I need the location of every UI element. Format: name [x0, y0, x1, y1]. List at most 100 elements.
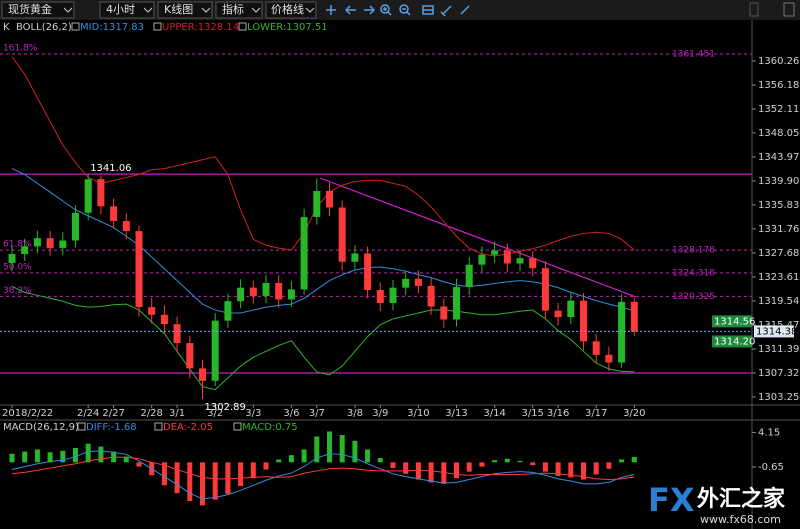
- macd-bar: [263, 462, 269, 470]
- candle-body: [389, 287, 397, 303]
- boll-line: [11, 286, 635, 391]
- trend-line: [319, 177, 637, 298]
- macd-bar: [606, 462, 612, 469]
- indicator-select[interactable]: [215, 1, 263, 19]
- y-tick-label: 1339.90: [758, 176, 799, 187]
- y-tick-label: 1319.54: [758, 296, 799, 307]
- legend-checkbox: [77, 422, 86, 431]
- macd-line: [11, 456, 635, 481]
- period-select[interactable]: [99, 1, 155, 19]
- candle-body: [148, 307, 156, 315]
- x-tick-label: 3/14: [483, 408, 505, 419]
- legend-checkbox: [153, 22, 162, 31]
- candle-body: [465, 264, 473, 288]
- fib-value: 1328.178: [672, 246, 715, 256]
- candle-body: [605, 354, 613, 363]
- x-tick-label: 3/3: [245, 408, 261, 419]
- candle-body: [516, 258, 524, 264]
- y-tick-label: 4.15: [758, 428, 780, 439]
- macd-bar: [174, 462, 180, 494]
- candle-body: [402, 278, 410, 288]
- dropdown-icon: [251, 7, 261, 13]
- macd-bar: [123, 456, 129, 463]
- x-tick-label: 3/17: [585, 408, 607, 419]
- candle-body: [186, 343, 194, 369]
- candle-body: [110, 206, 118, 222]
- dropdown-icon: [143, 7, 153, 13]
- candle-body: [567, 300, 575, 318]
- candle-body: [275, 282, 283, 300]
- y-tick-label: -0.65: [758, 462, 784, 473]
- macd-bar: [212, 462, 218, 500]
- chart-type-select[interactable]: [157, 1, 213, 19]
- x-tick-label: 3/1: [169, 408, 185, 419]
- candle-body: [262, 282, 270, 296]
- x-tick-label: 2/27: [102, 408, 124, 419]
- macd-bar: [466, 462, 472, 472]
- candle-body: [503, 250, 511, 264]
- tool-icons[interactable]: [326, 4, 470, 17]
- macd-bar: [98, 446, 104, 463]
- y-tick-label: 1323.61: [758, 272, 799, 283]
- candle-body: [453, 287, 460, 320]
- indicator: 指标: [222, 2, 244, 16]
- macd-bar: [187, 462, 193, 502]
- macd-bar: [301, 449, 307, 463]
- price-line-select[interactable]: [265, 1, 317, 19]
- dropdown-icon: [201, 7, 211, 13]
- x-tick-label: 3/8: [347, 408, 363, 419]
- candle-body: [33, 238, 41, 247]
- macd-line: [11, 450, 635, 500]
- macd-bar: [454, 462, 459, 479]
- macd-bar: [555, 462, 561, 476]
- dropdown-icon: [63, 7, 73, 13]
- x-tick-label: 3/2: [207, 408, 223, 419]
- macd-bar: [9, 453, 15, 463]
- candle-body: [199, 368, 206, 381]
- legend-checkbox: [154, 422, 163, 431]
- watermark-brand-cn: 外汇之家: [697, 486, 786, 512]
- window-button[interactable]: [783, 2, 795, 17]
- legend-title: MACD(26,12,9): [3, 422, 79, 433]
- candle-body: [97, 179, 105, 207]
- macd-bar: [581, 462, 586, 480]
- candle-body: [541, 268, 549, 311]
- dropdown-icon: [305, 7, 315, 13]
- candle-body: [173, 324, 181, 344]
- candle-body: [580, 300, 587, 342]
- legend-title: BOLL(26,2): [16, 22, 72, 33]
- watermark: FX 外汇之家 www.fx68.com: [648, 481, 786, 526]
- y-tick-label: 1356.18: [758, 80, 799, 91]
- candle-body: [554, 310, 562, 318]
- candle-body: [440, 306, 448, 320]
- chart-type: K线图: [164, 2, 193, 16]
- candle-body: [135, 231, 143, 308]
- x-tick-label: 2/24: [77, 408, 99, 419]
- candle-body: [287, 289, 295, 300]
- y-tick-label: 1331.76: [758, 224, 799, 235]
- candle-body: [592, 341, 600, 355]
- symbol-select[interactable]: [1, 1, 75, 19]
- window-button[interactable]: [749, 2, 759, 17]
- macd-bar: [47, 452, 53, 463]
- macd-bar: [403, 462, 409, 474]
- macd-bar: [85, 443, 91, 463]
- y-tick-label: 1352.11: [758, 104, 799, 115]
- price-line: 价格线: [271, 2, 304, 16]
- macd-bar: [517, 460, 523, 463]
- candle-body: [630, 301, 638, 332]
- candle-body: [122, 221, 130, 232]
- x-tick-label: 3/15: [521, 408, 543, 419]
- candle-body: [478, 254, 486, 265]
- macd-bar: [34, 449, 40, 463]
- macd-bar: [73, 447, 78, 463]
- macd-bar: [631, 456, 637, 463]
- fib-label: 161.8%: [3, 43, 38, 53]
- boll-line: [11, 168, 635, 314]
- price-tag-label: 1314.20: [714, 336, 755, 347]
- price-annotation: 1302.89: [205, 402, 246, 413]
- macd-bar: [161, 462, 167, 486]
- price-tag: [712, 335, 752, 348]
- macd-bar: [441, 462, 447, 484]
